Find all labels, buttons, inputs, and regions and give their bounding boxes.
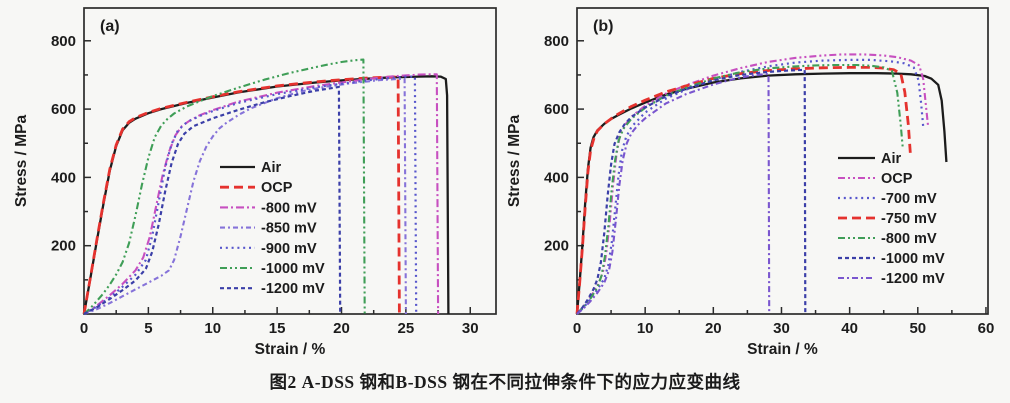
x-tick-label: 5 xyxy=(144,320,152,337)
legend-item: OCP xyxy=(220,180,293,196)
y-tick-label: 200 xyxy=(51,238,76,255)
series--1200-mv xyxy=(83,85,342,315)
plot-frame xyxy=(83,7,497,315)
legend-item: -700 mV xyxy=(838,191,937,207)
legend-item: -1000 mV xyxy=(838,251,945,267)
y-tick-label: 400 xyxy=(51,169,76,186)
legend-label: Air xyxy=(261,160,282,176)
legend-item: -750 mV xyxy=(838,211,937,227)
legend-label: -800 mV xyxy=(261,200,317,216)
x-tick-label: 0 xyxy=(80,320,88,337)
x-tick-label: 10 xyxy=(204,320,221,337)
legend-label: -1000 mV xyxy=(261,261,325,277)
series--800-mv xyxy=(576,63,904,315)
legend-label: -800 mV xyxy=(881,231,937,247)
series--850-mv xyxy=(83,77,407,315)
y-axis-title: Stress / MPa xyxy=(506,115,523,208)
chart-a-container: 0 5 10 15 20 25 30 200 400 600 800 Strain / % Stress… xyxy=(0,0,505,368)
legend-item: -1000 mV xyxy=(220,261,325,277)
stress-strain-chart-a: 0 5 10 15 20 25 30 200 400 600 800 Strain / % Stress… xyxy=(13,7,497,358)
series-air xyxy=(575,72,948,315)
x-tick-label: 30 xyxy=(773,320,790,337)
legend-item: Air xyxy=(838,151,902,167)
series--700-mv xyxy=(576,58,925,315)
series--900-mv xyxy=(83,75,418,315)
x-tick-label: 60 xyxy=(978,320,995,337)
y-axis-title: Stress / MPa xyxy=(13,115,30,208)
legend-label: OCP xyxy=(261,180,293,196)
figure-caption: 图2 A-DSS 钢和B-DSS 钢在不同拉伸条件下的应力应变曲线 xyxy=(269,372,741,392)
x-tick-label: 30 xyxy=(462,320,479,337)
legend-item: -800 mV xyxy=(220,200,317,216)
x-tick-label: 0 xyxy=(573,320,581,337)
y-tick-label: 800 xyxy=(544,33,569,50)
y-tick-label: 600 xyxy=(51,101,76,118)
panel-label: (a) xyxy=(100,18,120,35)
legend-item: -900 mV xyxy=(220,241,317,257)
legend-item: OCP xyxy=(838,171,913,187)
x-axis-title: Strain / % xyxy=(747,341,818,358)
x-axis-title: Strain / % xyxy=(255,341,326,358)
legend-label: Air xyxy=(881,151,902,167)
series--1200-mv xyxy=(576,72,771,315)
y-tick-label: 400 xyxy=(544,169,569,186)
legend-label: -750 mV xyxy=(881,211,937,227)
legend: Air OCP -800 mV -850 mV -900 mV -1000 mV -1200… xyxy=(220,160,325,297)
axis-ticks xyxy=(576,40,987,314)
legend-item: -1200 mV xyxy=(838,271,945,287)
stress-strain-chart-b: 0 10 20 30 40 50 60 200 400 600 800 Strain / % Stres… xyxy=(506,7,994,358)
series-ocp xyxy=(82,75,401,315)
legend-label: -700 mV xyxy=(881,191,937,207)
legend: Air OCP -700 mV -750 mV -800 mV -1000 mV -1200… xyxy=(838,151,945,287)
x-tick-label: 20 xyxy=(705,320,722,337)
series--750-mv xyxy=(575,66,912,315)
legend-label: -1200 mV xyxy=(261,281,325,297)
x-tick-label: 15 xyxy=(269,320,286,337)
series-ocp xyxy=(576,53,930,315)
x-tick-label: 25 xyxy=(398,320,415,337)
legend-label: -850 mV xyxy=(261,221,317,237)
y-tick-label: 600 xyxy=(544,101,569,118)
series--1000-mv xyxy=(576,68,807,315)
legend-label: -900 mV xyxy=(261,241,317,257)
tick-labels: 0 10 20 30 40 50 60 200 400 600 800 xyxy=(544,33,994,337)
x-tick-label: 40 xyxy=(841,320,858,337)
x-tick-label: 10 xyxy=(637,320,654,337)
series--1000-mv xyxy=(83,58,366,315)
legend-item: -1200 mV xyxy=(220,281,325,297)
legend-label: -1200 mV xyxy=(881,271,945,287)
panel-label: (b) xyxy=(593,18,613,35)
legend-item: -850 mV xyxy=(220,221,317,237)
legend-item: Air xyxy=(220,160,282,176)
legend-label: OCP xyxy=(881,171,913,187)
chart-b-container: 0 10 20 30 40 50 60 200 400 600 800 Strain / % Stres… xyxy=(505,0,1010,368)
x-tick-label: 50 xyxy=(909,320,926,337)
y-tick-label: 800 xyxy=(51,33,76,50)
x-tick-label: 20 xyxy=(333,320,350,337)
plot-frame xyxy=(576,7,989,315)
legend-item: -800 mV xyxy=(838,231,937,247)
tick-labels: 0 5 10 15 20 25 30 200 400 600 800 xyxy=(51,33,479,337)
legend-label: -1000 mV xyxy=(881,251,945,267)
charts-row: 0 5 10 15 20 25 30 200 400 600 800 Strain / % Stress… xyxy=(0,0,1010,368)
y-tick-label: 200 xyxy=(544,238,569,255)
